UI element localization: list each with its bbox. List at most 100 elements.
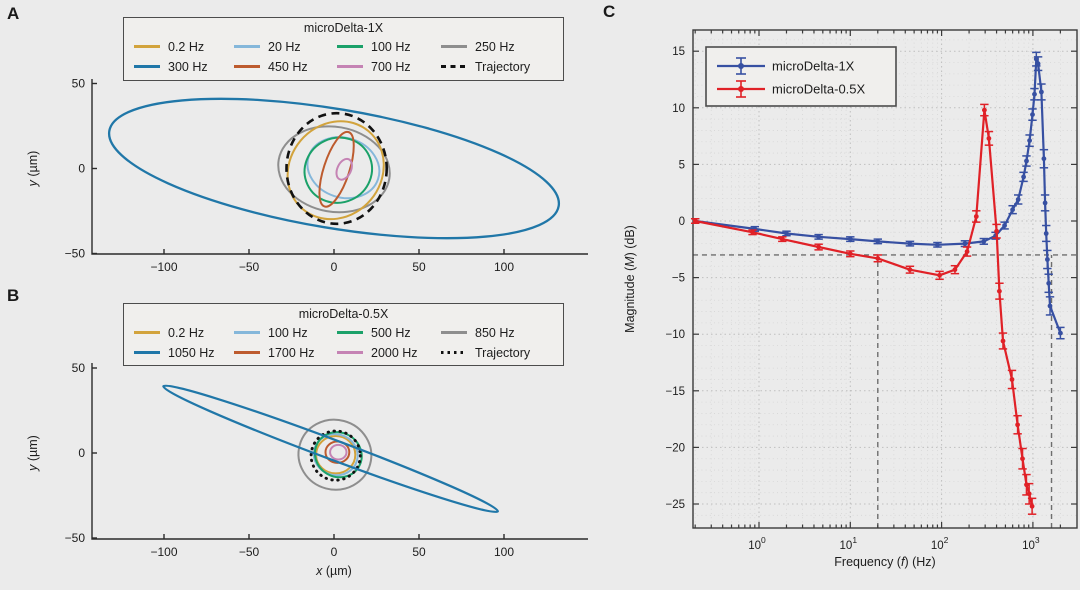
x-tick-label: 101 (840, 535, 858, 552)
legend-entry-700Hz: 700 Hz (337, 57, 441, 76)
data-point-marker (1030, 112, 1035, 117)
data-point-marker (1024, 158, 1029, 164)
data-point-marker (816, 234, 821, 240)
reference-lines (693, 254, 1077, 528)
legend-swatch (337, 331, 363, 334)
frame-ticks (693, 30, 1077, 528)
legend-entry-100Hz: 100 Hz (234, 323, 337, 342)
legend-label: 0.2 Hz (168, 325, 205, 340)
x-tick-label: −100 (150, 545, 177, 559)
y-tick-label: −20 (665, 442, 685, 454)
axis-ticks: −100 −50 0 50 100 50 0 −50 (65, 361, 515, 559)
legend-entry-0.2Hz: 0.2 Hz (134, 323, 234, 342)
legend-label: 100 Hz (268, 325, 308, 340)
data-point-marker (1041, 156, 1047, 162)
data-point-marker (907, 267, 913, 273)
data-point-marker (750, 229, 755, 235)
legend-swatch (234, 45, 260, 48)
data-point-marker (1009, 377, 1015, 382)
data-point-marker (875, 256, 881, 261)
legend-swatch (441, 45, 467, 48)
legend-label: 0.2 Hz (168, 39, 205, 54)
data-point-marker (994, 228, 999, 234)
y-tick-label: −5 (672, 273, 685, 285)
data-point-marker (1021, 174, 1026, 180)
ellipse-Trajectory (285, 111, 389, 226)
data-point-marker (964, 249, 970, 255)
data-point-marker (1046, 280, 1052, 286)
data-point-marker (1027, 138, 1032, 144)
series-microDelta-0.5X (690, 103, 1037, 515)
legend-marker (738, 63, 744, 69)
legend-swatch (337, 65, 363, 68)
tick-labels: 15 10 5 0 −5 −10 −15 −20 −25 100 101 102 103 (665, 46, 1039, 552)
axis-ticks: −100 −50 0 50 100 50 0 −50 (65, 77, 515, 275)
data-point-marker (1024, 482, 1029, 488)
panel-b-legend-title: microDelta-0.5X (298, 307, 389, 321)
legend-entry-450Hz: 450 Hz (234, 57, 337, 76)
x-axis-label: x (µm) (315, 564, 352, 578)
legend-entry-850Hz: 850 Hz (441, 323, 561, 342)
ellipse-series-group (162, 384, 499, 514)
ellipse-500Hz (313, 431, 363, 479)
y-axis-label: Magnitude (M) (dB) (623, 225, 637, 333)
data-point-marker (981, 239, 987, 244)
panel-a-plot: −100 −50 0 50 100 50 0 −50 y (µm) (26, 77, 588, 275)
legend-label: Trajectory (475, 59, 531, 74)
legend-swatch (134, 331, 160, 334)
data-point-marker (1042, 200, 1048, 206)
y-tick-label: −15 (665, 386, 685, 398)
panel-c-plot: 15 10 5 0 −5 −10 −15 −20 −25 100 101 102 103 Frequenc… (623, 29, 1078, 569)
legend-label: Trajectory (475, 345, 531, 360)
legend-label: 2000 Hz (371, 345, 418, 360)
x-axis-label: Frequency (f) (Hz) (834, 555, 935, 569)
panel-a-legend: microDelta-1X 0.2 Hz 20 Hz 100 Hz 250 Hz 300… (123, 17, 564, 81)
axis-spines (91, 79, 588, 255)
data-point-marker (1058, 330, 1063, 336)
data-point-marker (779, 236, 785, 242)
data-point-marker (875, 239, 881, 244)
x-tick-label: 0 (331, 545, 338, 559)
legend-entry-1700Hz: 1700 Hz (234, 343, 337, 362)
legend-entry-Trajectory: Trajectory (441, 57, 561, 76)
legend-label: 850 Hz (475, 325, 515, 340)
data-point-marker (907, 241, 913, 247)
y-tick-label: 50 (72, 77, 86, 91)
panel-c-legend: microDelta-1X microDelta-0.5X (705, 46, 897, 107)
y-tick-label: 15 (672, 46, 685, 58)
data-point-marker (1039, 89, 1044, 95)
ellipse-100Hz (303, 136, 374, 204)
axes (91, 79, 588, 255)
panel-b-plot: −100 −50 0 50 100 50 0 −50 y (µm) x (µm) (26, 361, 588, 578)
legend-entry-100Hz: 100 Hz (337, 37, 441, 56)
data-point-marker (1029, 503, 1035, 509)
legend-entry-microDelta-0.5X (717, 80, 765, 98)
data-point-marker (692, 218, 698, 224)
legend-box (705, 46, 897, 107)
legend-swatch (234, 351, 260, 354)
legend-entry-20Hz: 20 Hz (234, 37, 337, 56)
ellipse-series-group (107, 97, 561, 240)
data-point-marker (1015, 197, 1021, 202)
ellipse-1050Hz (162, 384, 499, 514)
legend-marker (738, 86, 744, 92)
data-point-marker (847, 236, 853, 242)
data-point-marker (982, 107, 987, 113)
legend-label: 700 Hz (371, 59, 411, 74)
panel-a-legend-entries: 0.2 Hz 20 Hz 100 Hz 250 Hz 300 Hz 450 Hz 700 H… (134, 37, 563, 76)
data-point-marker (1020, 456, 1025, 462)
legend-swatch (134, 65, 160, 68)
data-point-marker (962, 241, 968, 247)
y-tick-label: 50 (72, 361, 86, 375)
legend-swatch (134, 45, 160, 48)
data-point-marker (1032, 91, 1037, 97)
legend-label: 100 Hz (371, 39, 411, 54)
y-tick-label: −10 (665, 329, 685, 341)
axes (91, 363, 588, 540)
legend-entry-500Hz: 500 Hz (337, 323, 441, 342)
data-point-marker (847, 251, 853, 257)
legend-label: 450 Hz (268, 59, 308, 74)
y-tick-label: 0 (679, 216, 685, 228)
x-tick-label: −100 (150, 260, 177, 274)
